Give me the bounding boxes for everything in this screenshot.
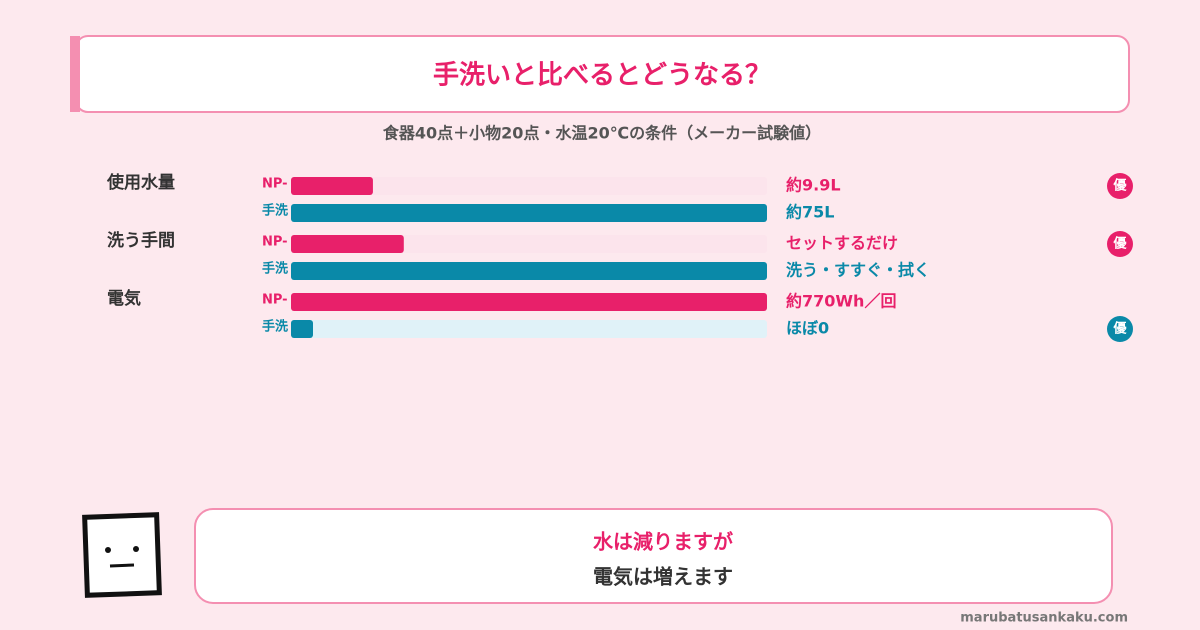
group-label: 電気: [107, 288, 141, 309]
badge: [1107, 231, 1133, 257]
series-label: NP-: [262, 177, 288, 192]
bar: [291, 293, 767, 311]
bar-track: [291, 177, 767, 195]
badge: [1107, 316, 1133, 342]
value-label: ほぼ0: [786, 319, 829, 338]
note-line: 水は減りますが: [593, 530, 733, 554]
bar: [291, 262, 767, 280]
badge: [1107, 173, 1133, 199]
chart-title: 手洗いと比べるとどうなる？: [433, 61, 771, 91]
value-label: セットするだけ: [786, 234, 898, 253]
title-accent: [70, 36, 80, 112]
bar: [291, 177, 373, 195]
value-label: 約770Wh／回: [786, 292, 896, 311]
bar: [291, 204, 767, 222]
group-label: 洗う手間: [107, 230, 175, 251]
value-label: 洗う・すすぐ・拭く: [786, 261, 930, 280]
badge-label: 優: [1112, 236, 1127, 252]
bar: [291, 320, 313, 338]
series-label: NP-: [262, 293, 288, 308]
series-label: NP-: [262, 235, 288, 250]
series-label: 手洗: [262, 261, 288, 277]
face-icon: [82, 512, 162, 598]
series-label: 手洗: [262, 319, 288, 335]
series-label: 手洗: [262, 203, 288, 219]
badge-label: 優: [1112, 178, 1127, 194]
value-label: 約75L: [786, 203, 834, 222]
note-line: 電気は増えます: [593, 565, 733, 589]
note-box: [194, 508, 1113, 604]
group-label: 使用水量: [106, 172, 175, 193]
bar-track: [291, 320, 767, 338]
subtitle: 食器40点＋小物20点・水温20℃の条件（メーカー試験値）: [382, 124, 821, 143]
credit: marubatusankaku.com: [960, 611, 1128, 626]
value-label: 約9.9L: [786, 176, 841, 195]
badge-label: 優: [1112, 321, 1127, 337]
bar: [291, 235, 404, 253]
bar-track: [291, 235, 767, 253]
